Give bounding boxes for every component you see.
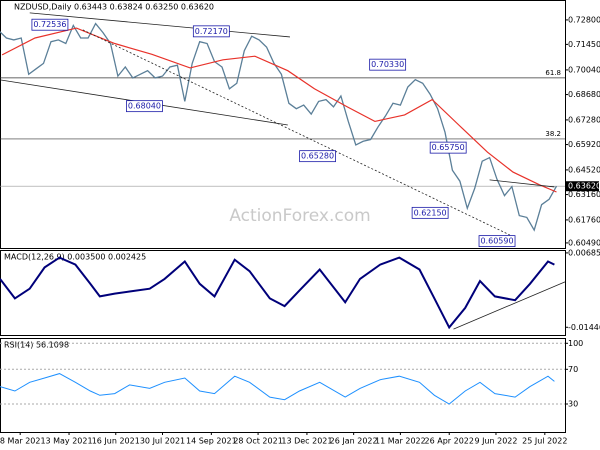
x-tick-label: 13 Dec 2021 [281, 437, 332, 446]
current-label: 0.63620 [568, 182, 600, 191]
fib-label: 38.2 [545, 130, 561, 138]
y-tick-label: 0.71450 [568, 40, 600, 49]
price-label: 0.60590 [480, 237, 513, 246]
y-tick-label: 0.64520 [568, 165, 600, 174]
price-label: 0.70330 [371, 60, 404, 69]
y-tick-label: 0.60490 [568, 238, 600, 247]
price-label: 0.65750 [432, 143, 465, 152]
rsi-panel [0, 338, 566, 433]
y-tick-label: 0.72800 [568, 15, 600, 24]
price-label: 0.62150 [414, 208, 447, 217]
current-box [566, 181, 599, 192]
price-label: 0.65280 [301, 152, 334, 161]
price-label-box [411, 206, 449, 219]
x-tick-label: 25 Jul 2022 [522, 437, 567, 446]
x-tick-label: 26 Jan 2022 [330, 437, 378, 446]
x-tick-label: 26 Apr 2022 [425, 437, 474, 446]
y-tick-label: 100 [568, 339, 583, 348]
price-label-box [369, 58, 407, 71]
trendline [453, 281, 566, 330]
price-label: 0.68040 [128, 102, 161, 111]
price-panel [0, 0, 566, 249]
x-tick-label: 16 Jun 2021 [92, 437, 140, 446]
series-line [0, 373, 555, 405]
price-label-box [429, 141, 467, 154]
y-tick-label: -0.014464 [568, 323, 600, 332]
trendline [29, 12, 290, 38]
panel-title: NZDUSD,Daily 0.63443 0.63824 0.63250 0.6… [14, 3, 214, 12]
price-label-box [31, 18, 69, 31]
price-label-box [126, 100, 163, 113]
y-tick-label: 0.006857 [568, 248, 600, 257]
series-line [1, 27, 557, 193]
price-label-box [299, 150, 336, 163]
panel-title: RSI(14) 56.1098 [4, 341, 69, 350]
x-tick-label: 9 Jun 2022 [474, 437, 517, 446]
y-tick-label: 30 [568, 399, 578, 408]
panel-title: MACD(12,26,9) 0.003500 0.002425 [4, 253, 146, 262]
y-tick-label: 0.65920 [568, 140, 600, 149]
fib-label: 61.8 [545, 69, 561, 77]
y-tick-label: 70 [568, 365, 578, 374]
series-line [0, 256, 555, 330]
price-label-box [478, 235, 516, 248]
price-label: 0.72536 [33, 20, 66, 29]
x-tick-label: 28 Oct 2021 [233, 437, 282, 446]
price-label: 0.72170 [195, 27, 228, 36]
price-label-box [192, 25, 230, 38]
series-line [0, 22, 558, 232]
x-tick-label: 14 Sep 2021 [186, 437, 237, 446]
y-tick-label: 0.63160 [568, 190, 600, 199]
x-tick-label: 18 Mar 2021 [0, 437, 46, 446]
y-tick-label: 0.67280 [568, 115, 600, 124]
macd-panel [0, 250, 566, 336]
x-tick-label: 30 Jul 2021 [140, 437, 185, 446]
x-tick-label: 11 Mar 2022 [375, 437, 426, 446]
watermark: ActionForex.com [229, 206, 370, 226]
y-tick-label: 0.61760 [568, 215, 600, 224]
x-tick-label: 3 May 2021 [45, 437, 92, 446]
trendline [82, 29, 510, 236]
trendline [489, 179, 555, 188]
y-tick-label: 0.70040 [568, 65, 600, 74]
y-tick-label: 0.68680 [568, 90, 600, 99]
